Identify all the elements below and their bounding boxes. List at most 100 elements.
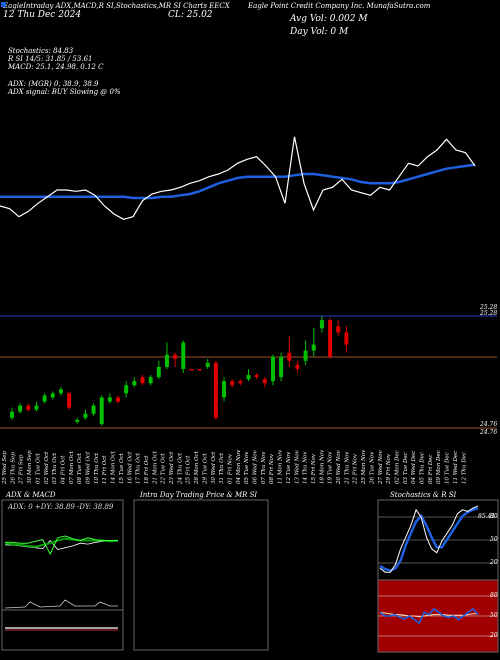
stoch-tick-80: 80 (490, 513, 498, 520)
candle-body (319, 320, 324, 329)
stat-stochastics: Stochastics: 84.83 (8, 47, 74, 55)
candle-body (26, 405, 31, 410)
date-tick-label: 08 Tue Oct (77, 452, 83, 484)
date-tick-label: 06 Fri Dec (428, 455, 434, 484)
date-tick-label: 20 Wed Nov (336, 449, 342, 485)
date-tick-label: 03 Tue Dec (403, 452, 409, 484)
date-tick-label: 01 Tue Oct (35, 452, 41, 484)
header-close: CL: 25.02 (168, 10, 213, 20)
date-tick-label: 11 Fri Oct (102, 455, 108, 484)
date-tick-label: 29 Fri Nov (386, 453, 392, 485)
stoch-panel-title: Stochastics & R SI (390, 491, 457, 499)
date-tick-label: 14 Thu Nov (303, 451, 309, 484)
date-tick-label: 19 Tue Nov (328, 451, 334, 484)
date-tick-label: 30 Wed Oct (211, 451, 217, 484)
date-tick-label: 25 Wed Sep (2, 451, 8, 485)
candle-body (132, 381, 137, 386)
date-tick-label: 12 Thu Dec (461, 452, 467, 484)
date-tick-label: 23 Wed Oct (169, 451, 175, 485)
date-tick-label: 27 Wed Nov (378, 449, 384, 485)
candle-body (311, 344, 316, 351)
date-tick-label: 22 Fri Nov (353, 453, 359, 485)
date-tick-label: 07 Mon Oct (69, 450, 75, 484)
date-tick-label: 29 Tue Oct (202, 452, 208, 485)
header-company: Eagle Point Credit Company Inc. MunafaSu… (248, 2, 431, 10)
date-tick-label: 15 Tue Oct (119, 452, 125, 484)
date-tick-label: 09 Wed Oct (86, 451, 92, 484)
stat-adx: ADX: (MGR) 0, 38.9, 38.9 (8, 80, 99, 88)
intraday-panel-title: Intra Day Trading Price & MR SI (140, 491, 258, 499)
price-label-top-a: 25.28 (480, 304, 498, 311)
stoch-tick-20: 20 (490, 559, 498, 566)
date-tick-label: 10 Thu Oct (94, 452, 100, 484)
candle-body (75, 419, 80, 422)
ma-line (0, 163, 476, 200)
candle-body (205, 362, 210, 367)
candle-body (279, 356, 284, 378)
date-tick-label: 21 Mon Oct (152, 450, 158, 485)
header-date: 12 Thu Dec 2024 (3, 10, 82, 20)
candle-body (34, 405, 39, 410)
rsi-tick-80: 80 (490, 592, 498, 599)
candle-body (91, 405, 96, 414)
candle-body (156, 366, 161, 378)
stat-adx-signal: ADX signal: BUY Slowing @ 0% (8, 88, 121, 96)
date-tick-label: 02 Wed Oct (44, 451, 50, 484)
date-tick-label: 04 Fri Oct (60, 455, 66, 484)
header-avg-vol: Avg Vol: 0.002 M (290, 14, 368, 24)
candle-body (254, 375, 259, 378)
candle-body (83, 413, 88, 418)
date-tick-label: 04 Mon Nov (236, 449, 242, 484)
date-tick-label: 11 Wed Dec (453, 451, 459, 484)
candle-body (189, 368, 194, 371)
date-tick-label: 05 Tue Nov (244, 451, 250, 484)
candle-body (116, 397, 121, 402)
candle-body (295, 364, 300, 369)
header-line: EagleIntraday ADX,MACD,R SI,Stochastics,… (3, 2, 230, 10)
adx-values: ADX: 0 +DY: 38.89 -DY: 38.89 (8, 503, 114, 511)
date-tick-label: 02 Mon Dec (394, 450, 400, 484)
date-tick-label: 08 Fri Nov (269, 453, 275, 484)
date-tick-label: 16 Wed Oct (127, 451, 133, 484)
legend-swatch (1, 2, 6, 7)
date-tick-label: 14 Mon Oct (111, 450, 117, 484)
price-line (0, 136, 476, 220)
date-tick-label: 18 Fri Oct (144, 455, 150, 484)
date-tick-label: 11 Mon Nov (278, 449, 284, 484)
candle-body (67, 393, 72, 408)
stat-rsi: R SI 14/5: 31.85 / 53.61 (8, 55, 93, 63)
date-tick-label: 25 Mon Nov (361, 449, 367, 485)
candle-body (107, 397, 112, 402)
candle-body (213, 362, 218, 418)
rsi-tick-50: 50 (490, 612, 498, 619)
candle-body (303, 350, 308, 361)
date-tick-label: 30 Mon Sep (27, 450, 33, 484)
candle-body (50, 393, 55, 398)
date-tick-label: 31 Thu Oct (219, 452, 225, 484)
date-tick-label: 17 Thu Oct (136, 452, 142, 484)
stoch-level: 85.41 (478, 513, 496, 520)
date-tick-label: 21 Thu Nov (344, 451, 350, 485)
date-tick-label: 01 Fri Nov (227, 453, 233, 484)
candle-body (328, 320, 333, 357)
candle-body (262, 379, 267, 384)
date-tick-label: 10 Tue Dec (445, 452, 451, 484)
stoch-tick-50: 50 (490, 536, 498, 543)
candle-body (173, 354, 178, 359)
candle-body (287, 352, 292, 361)
candle-body (124, 385, 129, 394)
date-tick-label: 07 Thu Nov (261, 451, 267, 484)
date-tick-label: 12 Tue Nov (286, 451, 292, 484)
date-tick-label: 06 Wed Nov (253, 449, 259, 484)
date-tick-label: 24 Thu Oct (177, 452, 183, 485)
date-tick-label: 13 Wed Nov (294, 449, 300, 484)
header-day-vol: Day Vol: 0 M (290, 27, 349, 37)
price-label-low-a: 24.76 (480, 421, 498, 428)
price-label-low-b: 24.76 (480, 429, 498, 436)
date-tick-label: 28 Mon Oct (194, 450, 200, 485)
adx-panel-title: ADX & MACD (6, 491, 56, 499)
candle-body (42, 395, 47, 402)
candle-body (164, 354, 169, 367)
date-tick-label: 05 Thu Dec (420, 452, 426, 484)
